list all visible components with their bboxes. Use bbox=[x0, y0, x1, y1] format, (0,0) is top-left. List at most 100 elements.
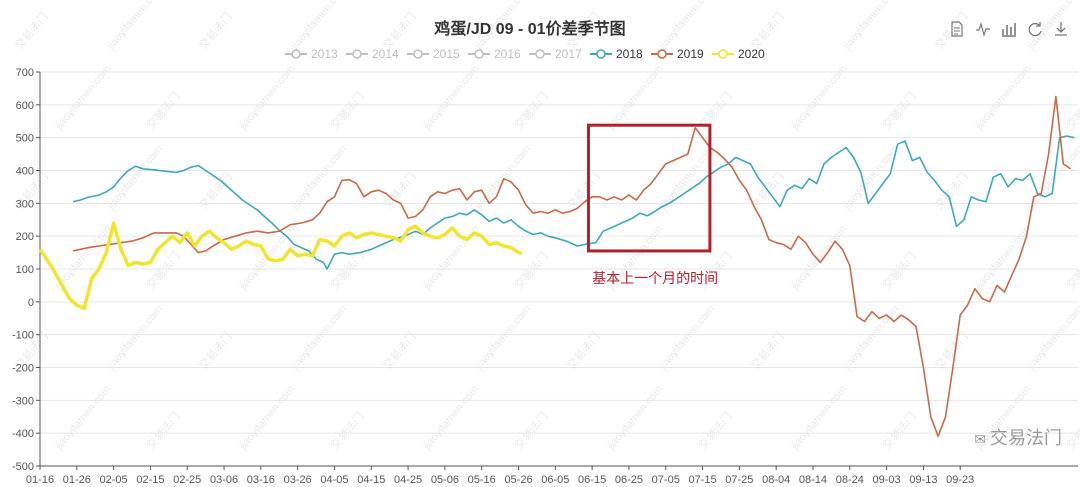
watermark-text: 交易法门 bbox=[564, 329, 603, 372]
watermark-text: jiaoyifamen.com bbox=[288, 143, 349, 212]
chart-legend[interactable]: 2013 2014 2015 2016 2017 2018 2019 2020 bbox=[285, 47, 765, 61]
watermark-text: 交易法门 bbox=[696, 409, 735, 452]
watermark-text: jiaoyifamen.com bbox=[236, 383, 297, 452]
y-tick-label: -300 bbox=[12, 395, 34, 407]
legend-item-2020[interactable]: 2020 bbox=[712, 47, 765, 61]
watermark-text: jiaoyifamen.com bbox=[788, 383, 849, 452]
brand-text: 交易法门 bbox=[990, 428, 1062, 448]
watermark-text: jiaoyifamen.com bbox=[288, 303, 349, 372]
watermark-text: jiaoyifamen.com bbox=[840, 0, 901, 53]
y-tick-label: -400 bbox=[12, 428, 34, 440]
x-tick-label: 09-13 bbox=[909, 474, 937, 486]
x-tick-label: 04-25 bbox=[394, 474, 422, 486]
legend-item-2017[interactable]: 2017 bbox=[529, 47, 582, 61]
watermark-text: 交易法门 bbox=[196, 329, 235, 372]
watermark-text: jiaoyifamen.com bbox=[972, 223, 1033, 292]
watermark-text: 交易法门 bbox=[196, 169, 235, 212]
x-tick-label: 08-14 bbox=[799, 474, 827, 486]
watermark-text: jiaoyifamen.com bbox=[1024, 303, 1080, 372]
x-tick-label: 03-06 bbox=[210, 474, 238, 486]
watermark-text: 交易法门 bbox=[1064, 89, 1080, 132]
brand-watermark: ✉ 交易法门 bbox=[974, 424, 1062, 450]
watermark-text: 交易法门 bbox=[12, 9, 51, 52]
watermark-layer: 交易法门 jiaoyifamen.com 交易法门 jiaoyifamen.com 交易… bbox=[12, 0, 1080, 453]
legend-item-2018[interactable]: 2018 bbox=[590, 47, 643, 61]
x-axis: 01-16 01-26 02-05 02-15 02-25 03-06 03-16 03-26… bbox=[26, 465, 1078, 486]
x-tick-label: 05-16 bbox=[468, 474, 496, 486]
x-tick-label: 08-24 bbox=[836, 474, 864, 486]
x-tick-label: 05-06 bbox=[431, 474, 459, 486]
x-tick-label: 07-15 bbox=[688, 474, 716, 486]
x-tick-label: 03-26 bbox=[284, 474, 312, 486]
x-tick-label: 07-25 bbox=[725, 474, 753, 486]
watermark-text: 交易法门 bbox=[512, 89, 551, 132]
x-tick-label: 05-26 bbox=[504, 474, 532, 486]
legend-swatch-marker bbox=[352, 49, 362, 59]
watermark-text: 交易法门 bbox=[748, 329, 787, 372]
legend-item-2016[interactable]: 2016 bbox=[468, 47, 521, 61]
y-tick-label: 600 bbox=[16, 100, 34, 112]
watermark-text: 交易法门 bbox=[144, 89, 183, 132]
chart-grid bbox=[40, 71, 1078, 467]
legend-item-2015[interactable]: 2015 bbox=[407, 47, 460, 61]
legend-label: 2015 bbox=[433, 47, 460, 61]
series-line-2018 bbox=[72, 135, 1075, 270]
x-tick-label: 01-16 bbox=[26, 474, 54, 486]
watermark-text: 交易法门 bbox=[512, 409, 551, 452]
legend-label: 2013 bbox=[311, 47, 338, 61]
legend-item-2014[interactable]: 2014 bbox=[346, 47, 399, 61]
refresh-icon[interactable] bbox=[1026, 20, 1044, 38]
y-tick-label: -500 bbox=[12, 461, 34, 473]
line-chart-icon[interactable] bbox=[974, 20, 992, 38]
legend-swatch-marker bbox=[718, 49, 728, 59]
legend-item-2013[interactable]: 2013 bbox=[285, 47, 338, 61]
watermark-text: 交易法门 bbox=[380, 169, 419, 212]
legend-label: 2016 bbox=[494, 47, 521, 61]
watermark-text: jiaoyifamen.com bbox=[788, 223, 849, 292]
watermark-text: 交易法门 bbox=[1064, 409, 1080, 452]
x-tick-label: 01-26 bbox=[63, 474, 91, 486]
watermark-text: 交易法门 bbox=[380, 9, 419, 52]
watermark-text: jiaoyifamen.com bbox=[288, 0, 349, 53]
x-tick-label: 02-05 bbox=[100, 474, 128, 486]
data-view-icon[interactable] bbox=[948, 20, 966, 38]
y-tick-label: 700 bbox=[16, 67, 34, 79]
watermark-text: jiaoyifamen.com bbox=[420, 63, 481, 132]
watermark-text: jiaoyifamen.com bbox=[788, 63, 849, 132]
x-tick-label: 06-25 bbox=[615, 474, 643, 486]
watermark-text: 交易法门 bbox=[144, 249, 183, 292]
legend-item-2019[interactable]: 2019 bbox=[651, 47, 704, 61]
watermark-text: 交易法门 bbox=[144, 409, 183, 452]
x-tick-label: 02-15 bbox=[136, 474, 164, 486]
y-tick-label: 300 bbox=[16, 198, 34, 210]
watermark-text: 交易法门 bbox=[880, 249, 919, 292]
y-tick-label: 200 bbox=[16, 231, 34, 243]
y-tick-label: -100 bbox=[12, 330, 34, 342]
annotation-layer: 基本上一个月的时间 bbox=[586, 123, 718, 286]
watermark-text: jiaoyifamen.com bbox=[104, 303, 165, 372]
watermark-text: jiaoyifamen.com bbox=[972, 63, 1033, 132]
y-tick-label: 100 bbox=[16, 264, 34, 276]
watermark-text: 交易法门 bbox=[1064, 249, 1080, 292]
legend-label: 2018 bbox=[616, 47, 643, 61]
watermark-text: 交易法门 bbox=[380, 329, 419, 372]
annotation-text: 基本上一个月的时间 bbox=[592, 270, 718, 286]
legend-label: 2014 bbox=[372, 47, 399, 61]
legend-swatch-marker bbox=[535, 49, 545, 59]
x-tick-label: 02-25 bbox=[173, 474, 201, 486]
download-icon[interactable] bbox=[1052, 20, 1070, 38]
watermark-text: 交易法门 bbox=[880, 409, 919, 452]
watermark-text: 交易法门 bbox=[880, 89, 919, 132]
legend-swatch-marker bbox=[657, 49, 667, 59]
chart-title: 鸡蛋/JD 09 - 01价差季节图 bbox=[433, 19, 625, 38]
y-tick-label: -200 bbox=[12, 363, 34, 375]
watermark-text: jiaoyifamen.com bbox=[656, 0, 717, 53]
bar-chart-icon[interactable] bbox=[1000, 20, 1018, 38]
y-tick-label: 500 bbox=[16, 133, 34, 145]
legend-swatch-marker bbox=[474, 49, 484, 59]
watermark-text: jiaoyifamen.com bbox=[656, 303, 717, 372]
x-tick-label: 03-16 bbox=[247, 474, 275, 486]
x-tick-label: 04-15 bbox=[357, 474, 385, 486]
watermark-text: jiaoyifamen.com bbox=[104, 0, 165, 53]
